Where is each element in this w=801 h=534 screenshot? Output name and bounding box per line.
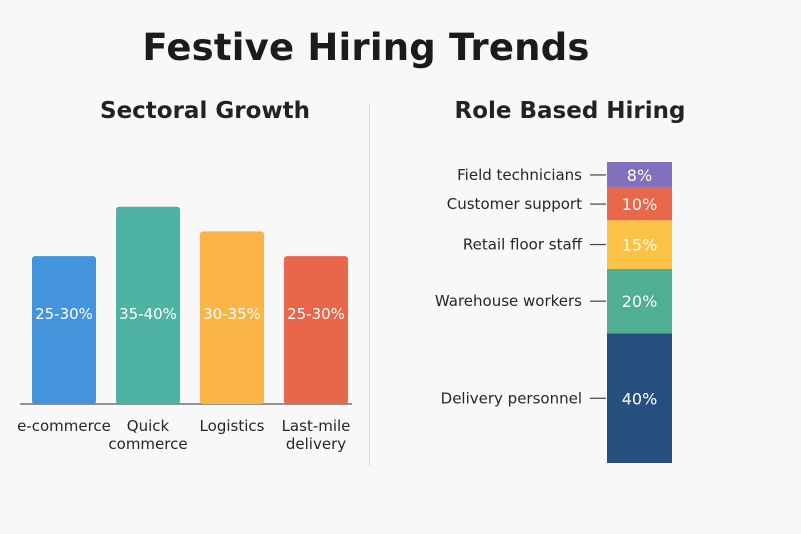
role-category-label: Retail floor staff: [463, 236, 583, 254]
role-category-label: Field technicians: [457, 166, 582, 184]
role-segment: [607, 268, 672, 334]
sector-bar: [116, 206, 180, 404]
sector-bar: [200, 231, 264, 404]
sector-bar: [32, 256, 96, 404]
sector-bar-value-label: 30-35%: [203, 305, 261, 323]
role-category-label: Warehouse workers: [435, 292, 582, 310]
page-title: Festive Hiring Trends: [142, 26, 590, 69]
sector-bar-value-label: 35-40%: [119, 305, 177, 323]
sector-bar-value-label: 25-30%: [35, 305, 93, 323]
sector-category-label: commerce: [108, 435, 187, 453]
sector-category-label: Last-mile: [282, 417, 351, 435]
role-segment-value-label: 15%: [622, 236, 658, 255]
role-category-label: Customer support: [447, 195, 582, 213]
sector-category-label: e-commerce: [17, 417, 111, 435]
sector-category-label: delivery: [286, 435, 346, 453]
role-segment: [607, 162, 672, 188]
sector-category-label: Quick: [127, 417, 170, 435]
role-segment: [607, 333, 672, 463]
sectoral-growth-title: Sectoral Growth: [100, 98, 310, 124]
role-segment: [607, 187, 672, 221]
role-segment-value-label: 20%: [622, 292, 658, 311]
sector-category-label: Logistics: [200, 417, 265, 435]
sector-bar-value-label: 25-30%: [287, 305, 345, 323]
role-segment-value-label: 8%: [627, 166, 652, 185]
role-segment-value-label: 40%: [622, 389, 658, 408]
role-based-hiring-title: Role Based Hiring: [454, 98, 686, 124]
role-segment: [607, 220, 672, 269]
role-category-label: Delivery personnel: [441, 389, 582, 407]
panel-divider: [369, 104, 370, 466]
role-segment-value-label: 10%: [622, 195, 658, 214]
sector-bar: [284, 256, 348, 404]
role-stack: 40% Delivery personnel 20% Warehouse worker…: [435, 162, 672, 463]
